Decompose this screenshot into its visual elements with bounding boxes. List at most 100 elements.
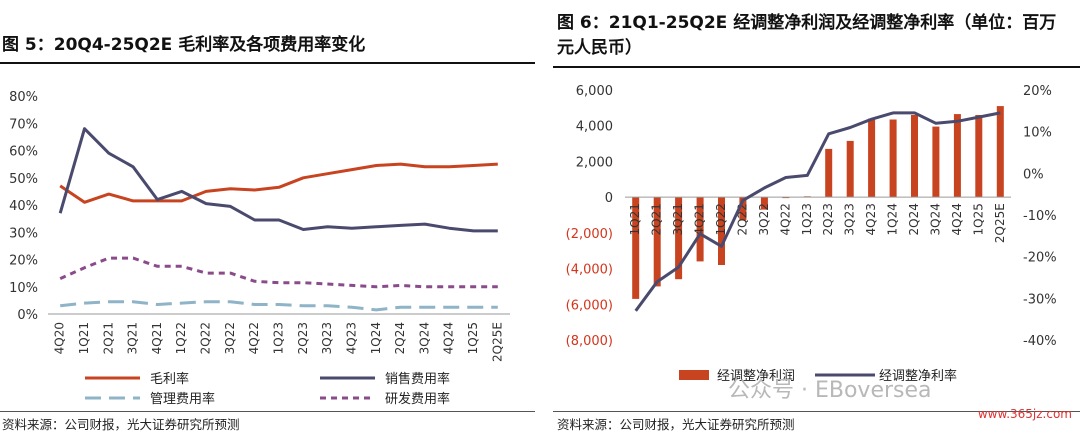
right-bar (846, 140, 854, 198)
right-bar (696, 197, 704, 262)
right-x-tick-label: 2Q22 (735, 203, 749, 235)
right-left-y-tick-label: 6,000 (576, 84, 613, 99)
left-x-tick-label: 2Q21 (101, 322, 115, 354)
right-x-tick-label: 2Q24 (907, 203, 921, 235)
right-x-tick-label: 4Q21 (693, 203, 707, 235)
right-bar (868, 118, 876, 198)
left-x-tick-label: 3Q24 (417, 322, 431, 354)
left-series-line (59, 256, 498, 289)
right-x-tick-label: 4Q23 (864, 203, 878, 235)
right-bar (718, 197, 725, 265)
left-chart-title: 图 5：20Q4-25Q2E 毛利率及各项费用率变化 (2, 35, 366, 55)
left-title-rule (0, 62, 535, 64)
left-y-tick-label: 10% (9, 281, 38, 296)
right-right-y-tick-label: -30% (1023, 292, 1057, 307)
left-y-tick-label: 50% (9, 172, 38, 187)
right-x-tick-label: 1Q24 (886, 203, 900, 235)
right-right-y-tick-label: 20% (1023, 84, 1052, 99)
right-right-y-tick-label: -40% (1023, 334, 1057, 349)
right-legend-line-label: 经调整净利率 (879, 368, 957, 384)
right-left-y-tick-label: (2,000) (566, 227, 613, 242)
right-x-tick-label: 2Q23 (821, 203, 835, 235)
right-bar (996, 106, 1004, 198)
left-x-tick-label: 4Q23 (344, 322, 358, 354)
left-x-tick-label: 2Q22 (199, 322, 213, 354)
right-bar (932, 126, 940, 198)
right-x-tick-label: 3Q21 (671, 203, 685, 235)
right-chart-title-line2: 元人民币） (557, 38, 642, 58)
left-chart-panel: 图 5：20Q4-25Q2E 毛利率及各项费用率变化 0% 10% 20% 30% 40… (0, 0, 535, 432)
right-legend-bar-swatch (679, 370, 709, 380)
right-x-tick-label: 2Q21 (650, 203, 664, 235)
right-bar (825, 148, 833, 198)
right-left-y-tick-label: 0 (605, 191, 613, 206)
left-y-tick-label: 80% (9, 90, 38, 105)
left-y-tick-label: 20% (9, 254, 38, 269)
left-y-tick-label: 70% (9, 117, 38, 132)
watermark-text: 公众号 · EBoversea (728, 378, 932, 403)
left-series-line (58, 127, 498, 233)
left-x-tick-label: 2Q24 (393, 322, 407, 354)
left-y-tick-label: 40% (9, 199, 38, 214)
watermark-url: www.365jz.com (977, 407, 1072, 421)
right-left-y-tick-label: (8,000) (566, 334, 613, 349)
right-chart-panel: 图 6：21Q1-25Q2E 经调整净利润及经调整净利率（单位：百万 元人民币）… (553, 0, 1080, 432)
right-left-y-tick-label: 4,000 (576, 120, 613, 135)
right-x-tick-label: 4Q22 (778, 203, 792, 235)
right-left-y-tick-label: (6,000) (566, 298, 613, 313)
right-chart-title-line1: 图 6：21Q1-25Q2E 经调整净利润及经调整净利率（单位：百万 (557, 13, 1057, 33)
right-bar (889, 119, 897, 198)
left-x-tick-label: 3Q21 (126, 322, 140, 354)
right-bar (675, 197, 683, 280)
right-bar (632, 197, 640, 299)
right-x-tick-label: 3Q24 (928, 203, 942, 235)
right-x-tick-label: 2Q25E (993, 203, 1007, 243)
right-series-line (634, 111, 1001, 312)
right-chart-svg: 1Q21 2Q21 3Q21 4Q21 1Q22 2Q22 3Q22 4Q22 1Q23 2Q23… (566, 84, 1057, 384)
right-right-y-tick-label: 10% (1023, 126, 1052, 141)
right-bar (953, 114, 961, 198)
left-x-tick-label: 4Q22 (247, 322, 261, 354)
left-y-tick-label: 60% (9, 145, 38, 160)
right-bar (975, 115, 983, 198)
left-source-note: 资料来源：公司财报，光大证券研究所预测 (2, 417, 240, 432)
right-right-y-tick-label: -10% (1023, 209, 1057, 224)
left-x-tick-label: 1Q21 (77, 322, 91, 354)
left-x-tick-label: 4Q21 (150, 322, 164, 354)
left-legend-label: 管理费用率 (150, 391, 215, 407)
left-x-tick-label: 3Q23 (320, 322, 334, 354)
left-source-rule (0, 411, 535, 412)
right-x-tick-label: 3Q23 (843, 203, 857, 235)
left-series-line (59, 162, 498, 204)
left-x-tick-label: 2Q25E (490, 322, 504, 362)
right-bar (653, 197, 661, 287)
left-legend-label: 销售费用率 (385, 371, 450, 387)
left-legend-label: 毛利率 (150, 371, 189, 387)
right-right-y-tick-label: -20% (1023, 251, 1057, 266)
left-x-tick-label: 3Q22 (223, 322, 237, 354)
right-legend-bar-label: 经调整净利润 (717, 369, 795, 384)
left-x-tick-label: 1Q24 (369, 322, 383, 354)
right-bar (911, 115, 918, 198)
left-x-tick-label: 4Q20 (53, 322, 67, 354)
left-chart-svg: 0% 10% 20% 30% 40% 50% 60% 70% 80% 4Q20 1Q21 2Q21 3Q… (9, 90, 510, 407)
left-x-tick-label: 1Q25 (466, 322, 480, 354)
right-source-rule (553, 411, 1080, 412)
left-legend-label: 研发费用率 (385, 391, 450, 407)
left-x-tick-label: 4Q24 (442, 322, 456, 354)
right-x-tick-label: 1Q21 (628, 203, 642, 235)
left-x-tick-label: 2Q23 (296, 322, 310, 354)
right-x-tick-label: 1Q22 (714, 203, 728, 235)
right-x-tick-label: 3Q22 (757, 203, 771, 235)
left-x-tick-label: 1Q23 (272, 322, 286, 354)
right-title-rule (553, 66, 1080, 68)
left-x-tick-label: 1Q22 (174, 322, 188, 354)
right-right-y-tick-label: 0% (1023, 167, 1044, 182)
right-left-y-tick-label: (4,000) (566, 263, 613, 278)
right-x-tick-label: 1Q25 (971, 203, 985, 235)
right-x-tick-label: 4Q24 (950, 203, 964, 235)
right-left-y-tick-label: 2,000 (576, 155, 613, 170)
left-y-tick-label: 0% (17, 308, 38, 323)
right-x-tick-label: 1Q23 (800, 203, 814, 235)
left-series-line (60, 300, 498, 312)
